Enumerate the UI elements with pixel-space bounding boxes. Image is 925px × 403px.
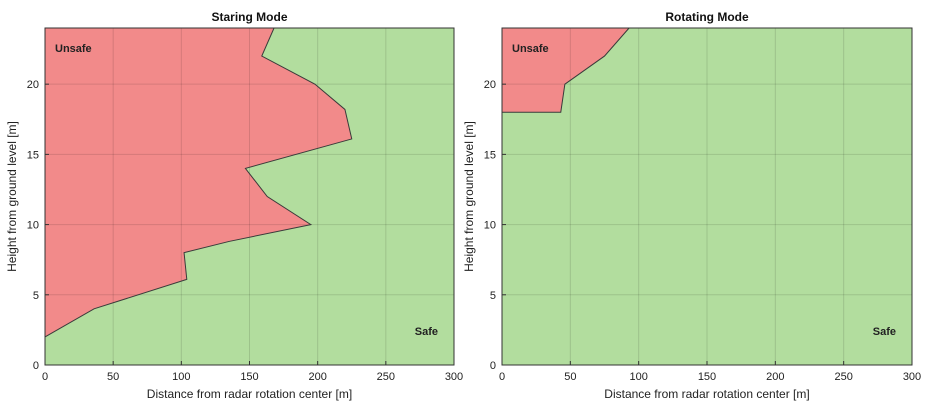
unsafe-region-label: Unsafe — [55, 43, 92, 55]
unsafe-region — [45, 28, 352, 337]
y-tick-label: 5 — [33, 290, 39, 302]
x-tick-label: 150 — [240, 371, 258, 383]
y-tick-label: 10 — [484, 220, 496, 232]
x-tick-label: 300 — [445, 371, 463, 383]
y-tick-label: 15 — [27, 149, 39, 161]
x-axis-label: Distance from radar rotation center [m] — [604, 387, 809, 401]
y-tick-label: 0 — [33, 360, 39, 372]
y-tick-label: 15 — [484, 149, 496, 161]
unsafe-region — [502, 28, 630, 113]
x-tick-label: 300 — [903, 371, 921, 383]
unsafe-region-label: Unsafe — [512, 43, 549, 55]
chart-title: Rotating Mode — [665, 10, 749, 24]
y-tick-label: 10 — [27, 220, 39, 232]
y-axis-label: Height from ground level [m] — [5, 121, 19, 272]
safety-boundary-line — [502, 27, 630, 113]
chart-panel-1: 0 50 100 150 200 250 300 0 5 10 15 20 Staring Mode Di… — [5, 10, 463, 401]
safe-region-label: Safe — [873, 326, 896, 338]
y-tick-label: 20 — [484, 79, 496, 91]
x-tick-label: 200 — [308, 371, 326, 383]
y-tick-label: 0 — [490, 360, 496, 372]
chart-title: Staring Mode — [211, 10, 287, 24]
x-tick-label: 0 — [42, 371, 48, 383]
x-tick-label: 0 — [499, 371, 505, 383]
y-axis-label: Height from ground level [m] — [462, 121, 476, 272]
safety-boundary-line — [44, 27, 353, 338]
x-tick-label: 250 — [834, 371, 852, 383]
x-tick-label: 200 — [766, 371, 784, 383]
safe-region-label: Safe — [415, 326, 438, 338]
y-tick-label: 5 — [490, 290, 496, 302]
x-tick-label: 50 — [564, 371, 576, 383]
y-tick-label: 20 — [27, 79, 39, 91]
x-tick-label: 250 — [377, 371, 395, 383]
x-axis-label: Distance from radar rotation center [m] — [147, 387, 352, 401]
chart-panel-2: 0 50 100 150 200 250 300 0 5 10 15 20 Rotating Mode D… — [462, 10, 921, 401]
x-tick-label: 50 — [107, 371, 119, 383]
safe-region — [502, 28, 912, 365]
x-tick-label: 100 — [172, 371, 190, 383]
x-tick-label: 150 — [698, 371, 716, 383]
x-tick-label: 100 — [629, 371, 647, 383]
